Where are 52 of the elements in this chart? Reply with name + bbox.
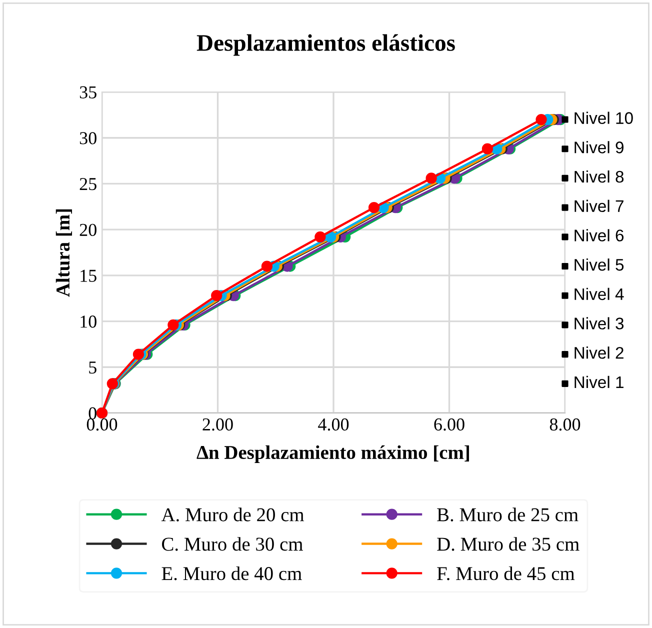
data-label: Nivel 7 [574, 200, 624, 212]
y-axis-title: Altura [m] [56, 209, 72, 297]
y-tick-label: 35 [80, 86, 96, 98]
y-tick-label: 5 [89, 362, 96, 374]
point [482, 143, 494, 154]
legend-label: D. Muro de 35 cm [437, 537, 580, 551]
data-label: Nivel 5 [574, 258, 624, 271]
legend-label: B. Muro de 25 cm [437, 508, 578, 522]
x-tick-label: 0.00 [86, 418, 118, 431]
point [562, 234, 568, 240]
point [562, 351, 568, 358]
point [562, 380, 568, 387]
point [562, 292, 568, 299]
legend-label: F. Muro de 45 cm [437, 566, 575, 580]
x-tick-label: 6.00 [434, 418, 464, 431]
point [325, 231, 336, 242]
x-tick-label: 2.00 [202, 418, 233, 431]
point [168, 319, 179, 331]
point [426, 172, 437, 184]
y-tick-label: 0 [88, 407, 96, 420]
data-label: Nivel 9 [574, 141, 624, 154]
point [211, 290, 222, 302]
point [132, 348, 144, 360]
y-tick-label: 15 [80, 270, 96, 282]
legend-label: C. Muro de 30 cm [162, 537, 303, 551]
legend-label: A. Muro de 20 cm [161, 508, 304, 522]
y-tick-label: 25 [80, 178, 96, 190]
y-tick-label: 30 [80, 132, 96, 144]
y-tick-label: 10 [80, 316, 96, 328]
point [536, 114, 547, 126]
data-label: Nivel 1 [574, 376, 624, 388]
point [562, 146, 568, 152]
legend-label: E. Muro de 40 cm [162, 566, 302, 580]
data-label: Nivel 6 [574, 229, 624, 242]
point [562, 204, 568, 211]
point [261, 260, 272, 272]
data-label: Nivel 3 [574, 317, 624, 330]
data-label: Nivel 2 [574, 346, 624, 359]
data-label: Nivel 10 [574, 112, 633, 124]
point [562, 116, 568, 123]
x-axis-title: ∆n Desplazamiento máximo [cm] [196, 445, 469, 463]
point [562, 174, 568, 182]
point [314, 231, 326, 242]
data-label: Nivel 4 [574, 288, 624, 300]
point [562, 262, 568, 270]
x-tick-label: 4.00 [318, 418, 349, 431]
data-label: Nivel 8 [574, 170, 624, 183]
x-tick-label: 8.00 [550, 418, 580, 431]
y-tick-label: 20 [80, 224, 96, 236]
point [562, 322, 568, 328]
chart-title: Desplazamientos elásticos [196, 34, 455, 56]
point [368, 202, 380, 214]
